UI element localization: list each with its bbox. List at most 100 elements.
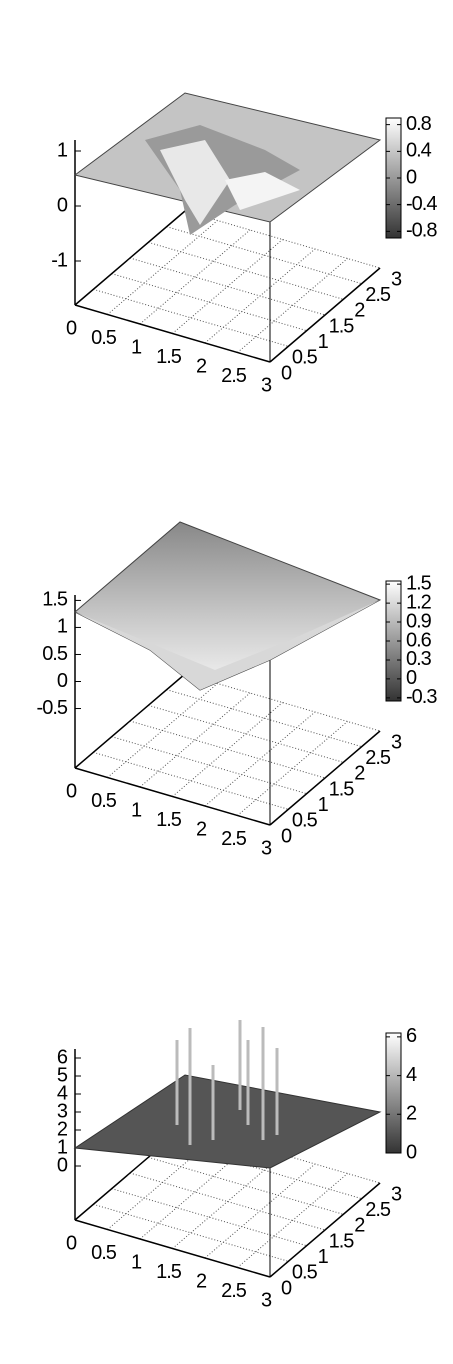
z-tick-label: 4	[57, 1082, 68, 1104]
axis-line	[74, 767, 271, 826]
grid-line	[111, 273, 307, 332]
colorbar-tick-label: -0.3	[406, 686, 437, 708]
x-tick-label: 2	[196, 1270, 207, 1292]
colorbar-tick-label: 0.3	[406, 648, 432, 670]
x-tick-label: 1	[131, 336, 142, 358]
y-tick-label: 2	[354, 1215, 365, 1237]
axis-line	[269, 1182, 381, 1278]
axis-line	[74, 673, 186, 769]
x-tick-label: 1	[131, 1251, 142, 1273]
axis-line	[74, 1219, 271, 1278]
colorbar-tick-label: 0.4	[406, 140, 432, 162]
grid-line	[93, 288, 289, 347]
z-tick-label: 6	[57, 1046, 68, 1068]
y-tick-label: 0.5	[292, 347, 318, 369]
z-tick-label: 0	[57, 670, 68, 692]
axis-line	[74, 304, 271, 363]
plot: 0 0.5 1 1.5 2 2.5 300.511.522.53-101-0.8-0.400…	[51, 113, 438, 396]
x-tick-label: 3	[261, 837, 272, 859]
x-tick-label: 3	[261, 1289, 272, 1311]
grid-line	[237, 721, 348, 816]
x-tick-label: 1.5	[156, 809, 182, 831]
y-tick-label: 0	[281, 1277, 292, 1299]
z-tick-label: 1	[57, 139, 68, 161]
surface-wall	[160, 140, 230, 225]
x-tick-label: 1.5	[156, 1261, 182, 1283]
y-tick-label: 2.5	[365, 284, 391, 306]
surface	[73, 1074, 382, 1169]
y-tick-label: 1.5	[329, 778, 355, 800]
colorbar-tick-label: 1.2	[406, 591, 432, 613]
z-tick-label: 1	[57, 1136, 68, 1158]
colorbar-tick-label: 2	[406, 1103, 417, 1125]
grid-line	[237, 1173, 348, 1268]
x-tick-label: 0.5	[91, 1242, 117, 1264]
y-tick-label: 0	[281, 362, 292, 384]
x-tick-label: 3	[261, 374, 272, 396]
z-tick-label: -0.5	[37, 697, 68, 719]
y-tick-label: 3	[391, 1183, 402, 1205]
x-tick-label: 2	[196, 818, 207, 840]
z-tick-label: 1	[57, 616, 68, 638]
z-tick-label: 0.5	[42, 643, 68, 665]
surface-front	[75, 600, 380, 690]
y-tick-label: 1	[318, 794, 329, 816]
x-tick-label: 0.5	[91, 790, 117, 812]
grid-line	[172, 1154, 283, 1249]
y-tick-label: 1	[318, 1246, 329, 1268]
x-tick-label: 0	[66, 317, 77, 339]
colorbar-tick-label: -0.4	[406, 193, 437, 215]
spikes	[175, 1020, 279, 1145]
grid-line	[166, 689, 362, 748]
grid-line	[129, 720, 326, 779]
colorbar-tick-label: 0	[406, 166, 417, 188]
grid-line	[139, 229, 251, 325]
z-tick-label: 0	[57, 1154, 68, 1176]
grid-line	[111, 1188, 307, 1247]
y-tick-label: 2.5	[365, 747, 391, 769]
grid-line	[139, 692, 251, 788]
surface	[74, 521, 382, 691]
colorbar-tick-label: 0.9	[406, 610, 432, 632]
colorbar	[385, 1032, 402, 1154]
grid-line	[172, 239, 283, 334]
z-tick-label: 5	[57, 1064, 68, 1086]
surface-wall	[225, 172, 300, 210]
x-tick-label: 2.5	[221, 828, 247, 850]
surfaces	[73, 92, 382, 1277]
grid-line	[93, 751, 289, 810]
x-tick-label: 1.5	[156, 346, 182, 368]
grid-line	[237, 258, 348, 353]
colorbar-tick-label: -0.8	[406, 220, 437, 242]
y-tick-label: 2	[354, 300, 365, 322]
colorbar-tick-label: 6	[406, 1025, 417, 1047]
y-tick-label: 3	[391, 731, 402, 753]
z-tick-label: -1	[51, 249, 68, 271]
z-tick-label: 3	[57, 1100, 68, 1122]
grid-line	[184, 210, 381, 269]
z-tick-label: 2	[57, 1118, 68, 1140]
y-tick-label: 3	[391, 268, 402, 290]
axis-line	[269, 730, 381, 826]
grid-line	[129, 257, 326, 316]
grid-line	[148, 241, 344, 300]
y-tick-label: 1.5	[329, 1230, 355, 1252]
grid-line	[184, 673, 381, 732]
z-tick-label: 1.5	[42, 589, 68, 611]
y-tick-label: 1	[318, 331, 329, 353]
grid-line	[93, 1203, 289, 1262]
x-tick-label: 2.5	[221, 1280, 247, 1302]
y-tick-label: 0.5	[292, 1262, 318, 1284]
colorbar-tick-label: 0.8	[406, 113, 432, 135]
colorbar-tick-label: 1.5	[406, 572, 432, 594]
x-tick-label: 0	[66, 1232, 77, 1254]
z-tick-label: 0	[57, 194, 68, 216]
y-tick-label: 0	[281, 825, 292, 847]
colorbar-tick-label: 0	[406, 667, 417, 689]
x-tick-label: 1	[131, 799, 142, 821]
y-tick-label: 2	[354, 763, 365, 785]
grid-line	[129, 1172, 326, 1231]
x-tick-label: 2	[196, 355, 207, 377]
y-tick-label: 1.5	[329, 315, 355, 337]
